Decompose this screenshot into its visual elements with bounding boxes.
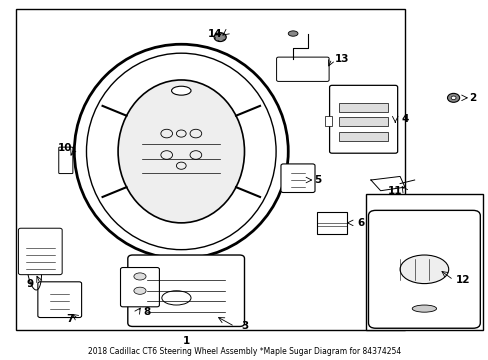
Text: 5: 5: [313, 175, 321, 185]
Ellipse shape: [214, 33, 226, 41]
Ellipse shape: [287, 31, 297, 36]
Text: 7: 7: [66, 314, 73, 324]
Text: 2018 Cadillac CT6 Steering Wheel Assembly *Maple Sugar Diagram for 84374254: 2018 Cadillac CT6 Steering Wheel Assembl…: [88, 347, 400, 356]
Text: 1: 1: [182, 336, 189, 346]
Text: 10: 10: [57, 143, 72, 153]
Text: 4: 4: [401, 114, 408, 124]
Ellipse shape: [74, 44, 287, 258]
Ellipse shape: [171, 86, 191, 95]
Text: 14: 14: [207, 28, 222, 39]
Ellipse shape: [411, 305, 436, 312]
Ellipse shape: [447, 93, 459, 102]
Bar: [339, 132, 387, 141]
Ellipse shape: [134, 273, 146, 280]
Text: 2: 2: [468, 93, 476, 103]
Text: 9: 9: [27, 279, 34, 289]
Text: 6: 6: [357, 218, 364, 228]
Ellipse shape: [118, 80, 244, 223]
Bar: [339, 117, 387, 126]
Bar: [317, 212, 346, 234]
FancyBboxPatch shape: [329, 85, 397, 153]
FancyBboxPatch shape: [120, 267, 159, 307]
Bar: [324, 116, 331, 126]
Bar: [366, 194, 482, 330]
Text: 8: 8: [143, 307, 151, 317]
FancyBboxPatch shape: [281, 164, 314, 193]
FancyBboxPatch shape: [38, 282, 81, 318]
Text: 3: 3: [241, 321, 247, 332]
Text: 12: 12: [455, 275, 469, 285]
FancyBboxPatch shape: [19, 228, 62, 275]
Ellipse shape: [399, 255, 448, 284]
Bar: [339, 103, 387, 112]
Text: 13: 13: [334, 54, 348, 64]
FancyBboxPatch shape: [127, 255, 244, 327]
FancyBboxPatch shape: [276, 57, 328, 81]
Text: 11: 11: [387, 186, 402, 196]
Ellipse shape: [134, 287, 146, 294]
FancyBboxPatch shape: [368, 210, 479, 328]
Ellipse shape: [450, 96, 455, 100]
Bar: [16, 9, 404, 330]
FancyBboxPatch shape: [59, 147, 73, 174]
